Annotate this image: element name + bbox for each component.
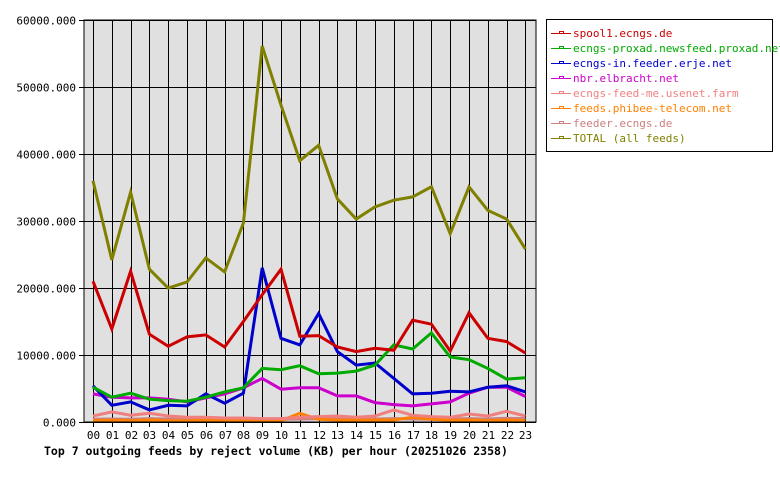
- series-line-ecngs-in-feeder-erje-net: [91, 267, 526, 412]
- x-tick-label: 08: [237, 429, 250, 442]
- legend-item-nbr-elbracht-net: nbr.elbracht.net: [551, 71, 679, 86]
- legend-item-total-all-feeds: TOTAL (all feeds): [551, 131, 686, 146]
- x-tick-label: 14: [350, 429, 364, 442]
- x-tick-label: 20: [463, 429, 476, 442]
- y-tick-label: 30000.000: [16, 216, 76, 229]
- x-tick-label: 17: [407, 429, 420, 442]
- series-line-spool1-ecngs-de: [91, 265, 527, 355]
- legend-item-spool1-ecngs-de: spool1.ecngs.de: [551, 26, 672, 41]
- legend-item-ecngs-proxad-newsfeed-proxad-net: ecngs-proxad.newsfeed.proxad.net: [551, 41, 780, 56]
- legend-line-marker-icon: [551, 116, 571, 131]
- x-tick-label: 13: [331, 429, 344, 442]
- y-tick-label: 50000.000: [16, 82, 76, 95]
- legend-label: feeder.ecngs.de: [573, 117, 673, 130]
- legend-item-ecngs-feed-me-usenet-farm: ecngs-feed-me.usenet.farm: [551, 86, 739, 101]
- legend-line-marker-icon: [551, 41, 571, 56]
- legend-line-marker-icon: [551, 86, 571, 101]
- x-tick-label: 07: [219, 429, 232, 442]
- legend-label: nbr.elbracht.net: [573, 72, 679, 85]
- x-tick-label: 00: [87, 429, 100, 442]
- x-tick-label: 21: [482, 429, 495, 442]
- x-tick-label: 15: [369, 429, 382, 442]
- legend-line-marker-icon: [551, 101, 571, 116]
- legend-label: spool1.ecngs.de: [573, 27, 673, 40]
- y-tick-label: 60000.000: [16, 15, 76, 28]
- legend-label: ecngs-in.feeder.erje.net: [573, 57, 732, 70]
- series-line-total-all-feeds: [91, 45, 527, 290]
- legend-label: ecngs-proxad.newsfeed.proxad.net: [573, 42, 780, 55]
- x-tick-label: 18: [425, 429, 438, 442]
- x-tick-label: 05: [181, 429, 194, 442]
- x-tick-label: 06: [200, 429, 213, 442]
- y-tick-label: 10000.000: [16, 350, 76, 363]
- chart-legend: spool1.ecngs.de ecngs-proxad.newsfeed.pro…: [546, 19, 780, 152]
- x-tick-label: 12: [313, 429, 326, 442]
- legend-label: ecngs-feed-me.usenet.farm: [573, 87, 739, 100]
- legend-label: feeds.phibee-telecom.net: [573, 102, 732, 115]
- legend-line-marker-icon: [551, 71, 571, 86]
- x-axis: 00 01 02 03 04 05 06 07 08 09 10 11 12 13 14 15 16 17 18 19…: [87, 422, 532, 442]
- grid-lines: [84, 20, 536, 423]
- x-tick-label: 11: [294, 429, 307, 442]
- legend-line-marker-icon: [551, 131, 571, 146]
- series-line-ecngs-proxad-newsfeed-proxad-net: [92, 330, 526, 403]
- plot-frame: [83, 19, 537, 423]
- x-tick-label: 01: [106, 429, 119, 442]
- x-tick-label: 22: [501, 429, 514, 442]
- x-tick-label: 16: [388, 429, 401, 442]
- legend-label: TOTAL (all feeds): [573, 132, 686, 145]
- x-tick-label: 23: [519, 429, 532, 442]
- chart-title: Top 7 outgoing feeds by reject volume (K…: [44, 444, 508, 458]
- y-tick-label: 40000.000: [16, 149, 76, 162]
- legend-item-ecngs-in-feeder-erje-net: ecngs-in.feeder.erje.net: [551, 56, 732, 71]
- y-tick-label: 0.000: [43, 417, 76, 430]
- series-line-ecngs-feed-me-usenet-farm: [92, 408, 526, 421]
- legend-line-marker-icon: [551, 56, 571, 71]
- x-tick-label: 10: [275, 429, 288, 442]
- x-tick-label: 03: [143, 429, 156, 442]
- y-tick-label: 20000.000: [16, 283, 76, 296]
- x-tick-label: 09: [256, 429, 269, 442]
- x-tick-label: 19: [444, 429, 457, 442]
- legend-item-feeder-ecngs-de: feeder.ecngs.de: [551, 116, 672, 131]
- x-tick-label: 04: [162, 429, 176, 442]
- y-axis: 0.000 10000.000 20000.000 30000.000 40000.00…: [16, 15, 84, 430]
- legend-line-marker-icon: [551, 26, 571, 41]
- data-series: [91, 45, 527, 423]
- x-tick-label: 02: [125, 429, 138, 442]
- legend-item-feeds-phibee-telecom-net: feeds.phibee-telecom.net: [551, 101, 732, 116]
